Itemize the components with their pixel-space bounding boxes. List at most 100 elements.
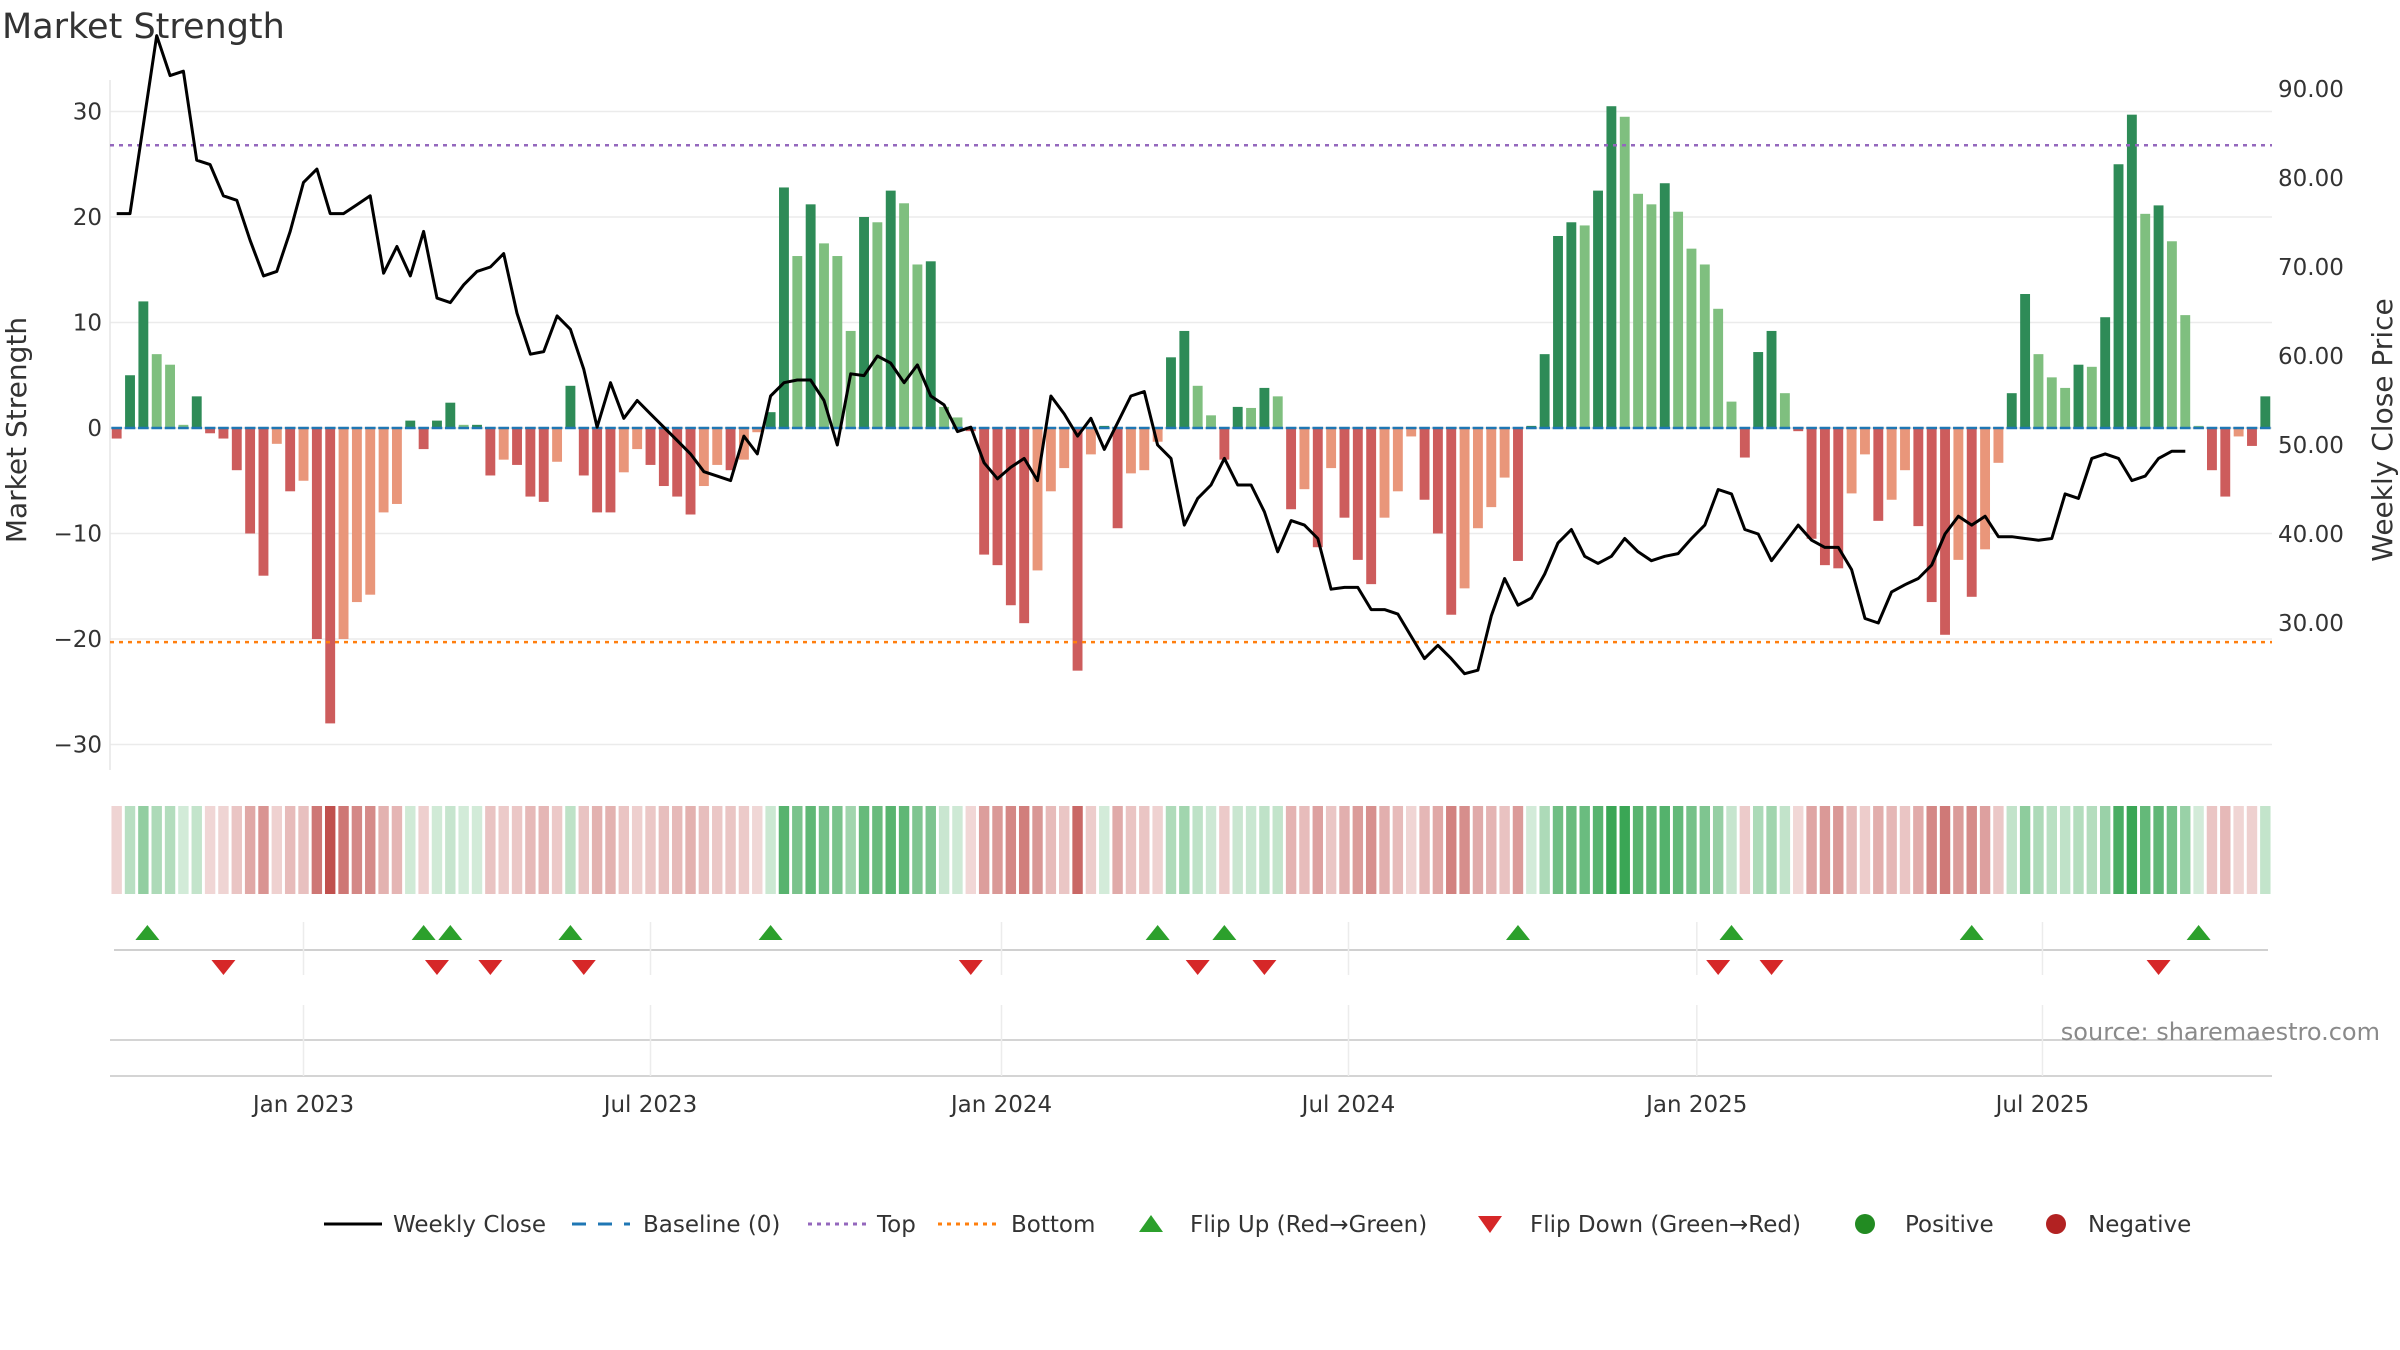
heat-cell xyxy=(1059,806,1070,894)
flip-up-marker xyxy=(1505,925,1530,940)
y2-axis-ticks: 90.00 80.00 70.00 60.00 50.00 40.00 30.00 xyxy=(2278,77,2344,637)
heat-cell xyxy=(1646,806,1657,894)
heat-cell xyxy=(311,806,323,894)
strength-bar xyxy=(111,428,122,439)
heat-cell xyxy=(952,806,963,894)
main-plot: 30 20 10 0 −10 −20 −30 90.00 80.00 70.00 60.00 50.… xyxy=(0,34,2399,770)
heat-cell xyxy=(1712,806,1724,894)
heat-cell xyxy=(858,806,870,894)
heat-cell xyxy=(1472,806,1484,894)
heat-cell xyxy=(1459,806,1470,894)
strength-bar xyxy=(1686,248,1697,428)
heat-cell xyxy=(925,806,936,894)
heat-cell xyxy=(338,806,349,894)
gridlines xyxy=(109,80,2272,770)
flip-up-marker xyxy=(438,925,463,940)
heat-cell xyxy=(1539,806,1550,894)
heat-cell xyxy=(1806,806,1817,894)
y-tick-label: −30 xyxy=(53,733,102,759)
heat-cell xyxy=(1005,806,1017,894)
y2-tick-label: 60.00 xyxy=(2278,344,2344,370)
x-tick-label: Jul 2024 xyxy=(1300,1092,1396,1118)
strength-bar xyxy=(765,412,776,428)
y2-tick-label: 90.00 xyxy=(2278,77,2344,103)
bottom-panel-grid xyxy=(110,1005,2272,1077)
heat-cell xyxy=(1913,806,1924,894)
strength-bar xyxy=(1539,354,1550,428)
legend-item: Flip Down (Green→Red) xyxy=(1478,1212,1801,1238)
heat-cell xyxy=(1859,806,1871,894)
legend-label: Baseline (0) xyxy=(643,1212,780,1238)
strength-bar xyxy=(859,217,869,428)
heat-cell xyxy=(511,806,523,894)
heat-cell xyxy=(2166,806,2178,894)
heat-cell xyxy=(805,806,816,894)
strength-bar xyxy=(1139,428,1150,471)
heat-cell xyxy=(698,806,710,894)
strength-bar xyxy=(445,402,456,428)
strength-bar xyxy=(1606,106,1617,428)
strength-bar xyxy=(738,428,749,460)
heat-cell xyxy=(1099,806,1110,894)
heat-cell xyxy=(2073,806,2084,894)
legend-triangle-down xyxy=(1478,1216,1502,1233)
strength-bar xyxy=(2046,377,2057,428)
legend-circle-negative xyxy=(2046,1214,2066,1234)
bottom-panel: source: sharemaestro.com Jan 2023 Jul 202… xyxy=(110,1005,2380,1118)
heat-cell xyxy=(1432,806,1444,894)
heat-cell xyxy=(1953,806,1964,894)
strength-bar xyxy=(311,428,322,639)
heat-cell xyxy=(2140,806,2151,894)
strength-bar xyxy=(1366,428,1377,585)
heat-cell xyxy=(1352,806,1364,894)
legend-triangle-up xyxy=(1139,1215,1163,1232)
y2-tick-label: 30.00 xyxy=(2278,611,2344,637)
flip-down-marker xyxy=(1759,960,1784,975)
y-axis-title: Market Strength xyxy=(0,317,33,543)
x-tick-label: Jul 2023 xyxy=(602,1092,698,1118)
legend-label: Flip Down (Green→Red) xyxy=(1530,1212,1801,1238)
strength-bar xyxy=(1900,428,1910,471)
heat-cell xyxy=(151,806,162,894)
legend-circle-positive xyxy=(1855,1214,1875,1234)
strength-bar xyxy=(1045,428,1056,492)
strength-bar xyxy=(2260,396,2271,428)
strength-bar xyxy=(1019,428,1030,624)
strength-bar xyxy=(258,428,269,576)
x-tick-label: Jul 2025 xyxy=(1994,1092,2090,1118)
flip-up-marker xyxy=(1719,925,1744,940)
strength-bar xyxy=(1793,428,1804,432)
strength-bar xyxy=(1993,428,2004,463)
source-note: source: sharemaestro.com xyxy=(2061,1018,2380,1046)
heat-cell xyxy=(1045,806,1057,894)
strength-bar xyxy=(1126,428,1136,474)
heat-cell xyxy=(298,806,309,894)
strength-bar xyxy=(1966,428,1977,597)
strength-bar xyxy=(1833,428,1844,569)
strength-bar xyxy=(1953,428,1964,560)
strength-bar xyxy=(178,424,189,428)
heat-cell xyxy=(164,806,176,894)
heat-cell xyxy=(2086,806,2098,894)
strength-bar xyxy=(1579,225,1590,428)
strength-bar xyxy=(1806,428,1817,539)
heat-cell xyxy=(178,806,189,894)
heat-cell xyxy=(712,806,723,894)
heat-cell xyxy=(1939,806,1951,894)
strength-bar xyxy=(605,428,616,513)
strength-bar xyxy=(1232,406,1243,428)
strength-bar xyxy=(512,428,522,465)
strength-bar xyxy=(1739,428,1750,458)
strength-bar xyxy=(231,428,242,471)
flip-down-marker xyxy=(478,960,503,975)
flip-up-marker xyxy=(758,925,783,940)
heat-cell xyxy=(2233,806,2244,894)
strength-bar xyxy=(2140,213,2151,428)
heat-cell xyxy=(551,806,563,894)
heat-cell xyxy=(458,806,469,894)
strength-bar xyxy=(2073,364,2084,428)
heat-cell xyxy=(1325,806,1337,894)
heat-cell xyxy=(885,806,896,894)
strength-bar xyxy=(979,428,990,555)
strength-bar xyxy=(1459,428,1470,589)
